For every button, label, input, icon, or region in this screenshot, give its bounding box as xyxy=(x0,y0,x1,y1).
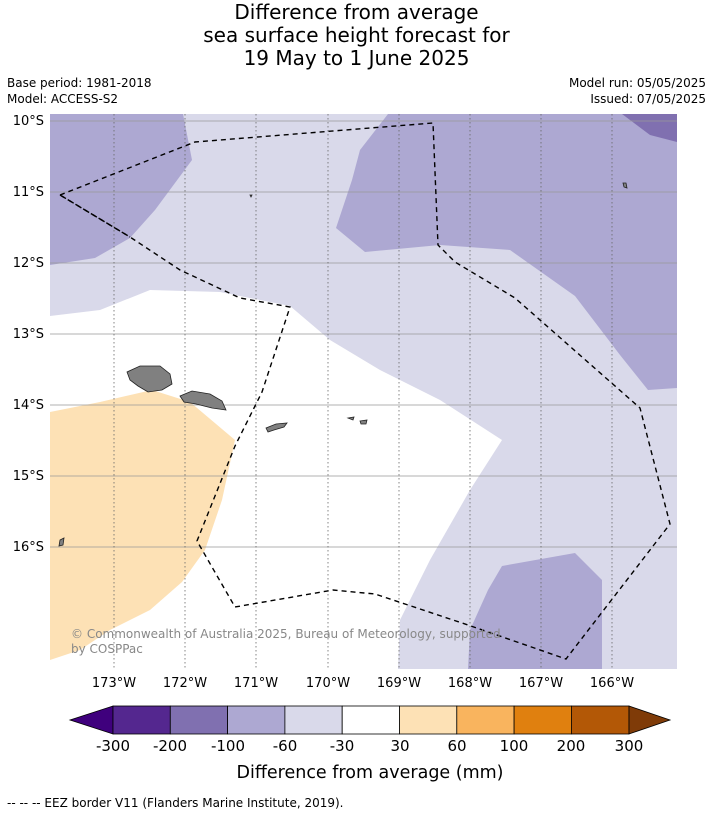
colorbar-tick-label: -300 xyxy=(96,737,130,755)
colorbar-swatch xyxy=(341,705,400,735)
issued-date: Issued: 07/05/2025 xyxy=(590,92,706,106)
map-panel: © Commonwealth of Australia 2025, Bureau… xyxy=(50,114,677,669)
lon-label: 172°W xyxy=(163,676,207,691)
base-period: Base period: 1981-2018 xyxy=(7,76,152,90)
lat-label: 11°S xyxy=(13,185,44,200)
longitude-labels: 173°W 172°W 171°W 170°W 169°W 168°W 167°… xyxy=(92,676,634,691)
lon-label: 171°W xyxy=(234,676,278,691)
latitude-labels: 10°S 11°S 12°S 13°S 14°S 15°S 16°S xyxy=(13,114,44,555)
eez-legend-note: -- -- -- EEZ border V11 (Flanders Marine… xyxy=(7,796,344,810)
lat-label: 12°S xyxy=(13,256,44,271)
colorbar-swatch xyxy=(112,705,171,735)
eez-border-interior xyxy=(59,194,131,238)
colorbar-swatch xyxy=(513,705,572,735)
colorbar-swatch xyxy=(169,705,229,735)
tokelau-atoll xyxy=(622,182,628,189)
colorbar-tick-label: 60 xyxy=(447,737,466,755)
colorbar-tick-label: -100 xyxy=(211,737,245,755)
zone-negative-60-100-nw xyxy=(50,114,192,265)
gridlines xyxy=(50,114,677,669)
lon-label: 169°W xyxy=(377,676,421,691)
colorbar-tick-label: 200 xyxy=(557,737,586,755)
zone-positive-30-60 xyxy=(50,390,235,660)
copyright-line-2: by COSPPac xyxy=(71,642,143,656)
eez-border-samoa-american-samoa xyxy=(58,122,671,660)
colorbar-title: Difference from average (mm) xyxy=(236,763,503,783)
colorbar-tick-label: 30 xyxy=(390,737,409,755)
lon-label: 167°W xyxy=(519,676,563,691)
savaii-island xyxy=(126,365,173,393)
colorbar-tick-labels: -300 -200 -100 -60 -30 30 60 100 200 300 xyxy=(96,737,643,755)
model-run-date: Model run: 05/05/2025 xyxy=(568,76,706,90)
colorbar-swatch-low-extend xyxy=(68,705,114,735)
run-info: Model run: 05/05/2025 Issued: 07/05/2025 xyxy=(569,75,706,107)
copyright-line-1: © Commonwealth of Australia 2025, Bureau… xyxy=(71,627,501,641)
ofu-island xyxy=(346,416,355,421)
colorbar-tick-label: -30 xyxy=(330,737,355,755)
lat-label: 15°S xyxy=(13,469,44,484)
zone-negative-60-100-se xyxy=(468,553,602,669)
latitude-gridlines xyxy=(50,120,677,548)
upolu-island xyxy=(179,390,227,411)
colorbar-tick-label: -60 xyxy=(273,737,298,755)
tutuila-island xyxy=(265,422,288,433)
swains-island xyxy=(249,194,253,198)
longitude-gridlines xyxy=(113,114,613,669)
lat-label: 10°S xyxy=(13,114,44,129)
chart-title: Difference from average sea surface heig… xyxy=(0,1,713,70)
colorbar-tick-label: -200 xyxy=(153,737,187,755)
title-line-2: sea surface height forecast for xyxy=(203,23,510,47)
lat-label: 14°S xyxy=(13,398,44,413)
colorbar-tick-label: 300 xyxy=(615,737,644,755)
lon-label: 168°W xyxy=(448,676,492,691)
colorbar-tick-label: 100 xyxy=(500,737,529,755)
lat-label: 16°S xyxy=(13,540,44,555)
land-islands xyxy=(58,182,628,547)
colorbar-swatch xyxy=(571,705,630,735)
model-info: Base period: 1981-2018 Model: ACCESS-S2 xyxy=(7,75,152,107)
colorbar-swatch xyxy=(399,705,458,735)
colorbar-swatch xyxy=(227,705,286,735)
model-name: Model: ACCESS-S2 xyxy=(7,92,119,106)
title-line-3: 19 May to 1 June 2025 xyxy=(243,46,470,70)
colorbar: -300 -200 -100 -60 -30 30 60 100 200 300… xyxy=(68,705,672,783)
lon-label: 170°W xyxy=(306,676,350,691)
colorbar-swatch xyxy=(456,705,515,735)
title-line-1: Difference from average xyxy=(234,0,479,24)
tau-island xyxy=(359,419,368,425)
zone-negative-60-100-ne xyxy=(336,114,677,390)
lon-label: 166°W xyxy=(590,676,634,691)
colorbar-swatch xyxy=(284,705,343,735)
lon-label: 173°W xyxy=(92,676,136,691)
lat-label: 13°S xyxy=(13,327,44,342)
colorbar-swatch-high-extend xyxy=(628,705,672,735)
rose-atoll-west xyxy=(58,537,65,547)
